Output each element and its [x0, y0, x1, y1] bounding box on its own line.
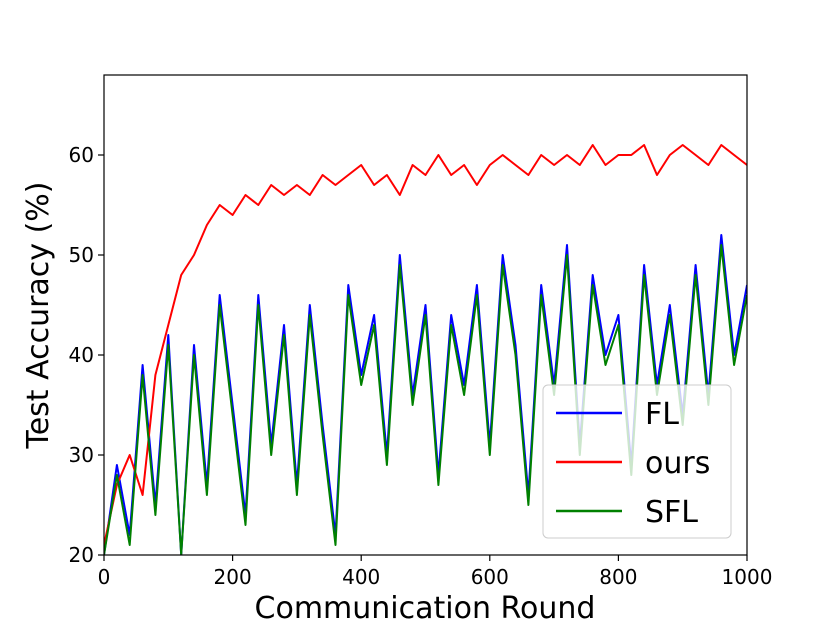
y-tick-label: 50 [69, 243, 94, 267]
y-tick-label: 30 [69, 443, 94, 467]
x-tick-label: 0 [98, 565, 111, 589]
x-tick-label: 800 [599, 565, 637, 589]
x-tick-label: 600 [471, 565, 509, 589]
y-tick-label: 40 [69, 343, 94, 367]
legend-label-sfl: SFL [645, 495, 698, 530]
plot-frame [103, 74, 748, 556]
legend-label-ours: ours [645, 446, 710, 481]
legend-box [542, 384, 732, 539]
x-tick-label: 1000 [722, 565, 773, 589]
x-axis-title: Communication Round [255, 591, 596, 623]
legend-label-fl: FL [645, 397, 679, 432]
x-axis: 0 200 400 600 800 1000 [98, 555, 773, 589]
series-line-sfl [104, 244, 747, 555]
x-tick-label: 400 [342, 565, 380, 589]
legend: FL ours SFL [542, 384, 732, 539]
x-tick-label: 200 [214, 565, 252, 589]
y-tick-label: 20 [69, 543, 94, 567]
y-axis: 20 30 40 50 60 [69, 143, 104, 567]
series-layer [104, 144, 747, 555]
y-axis-title: Test Accuracy (%) [21, 181, 56, 449]
series-line-ours [104, 144, 747, 546]
y-tick-label: 60 [69, 143, 94, 167]
